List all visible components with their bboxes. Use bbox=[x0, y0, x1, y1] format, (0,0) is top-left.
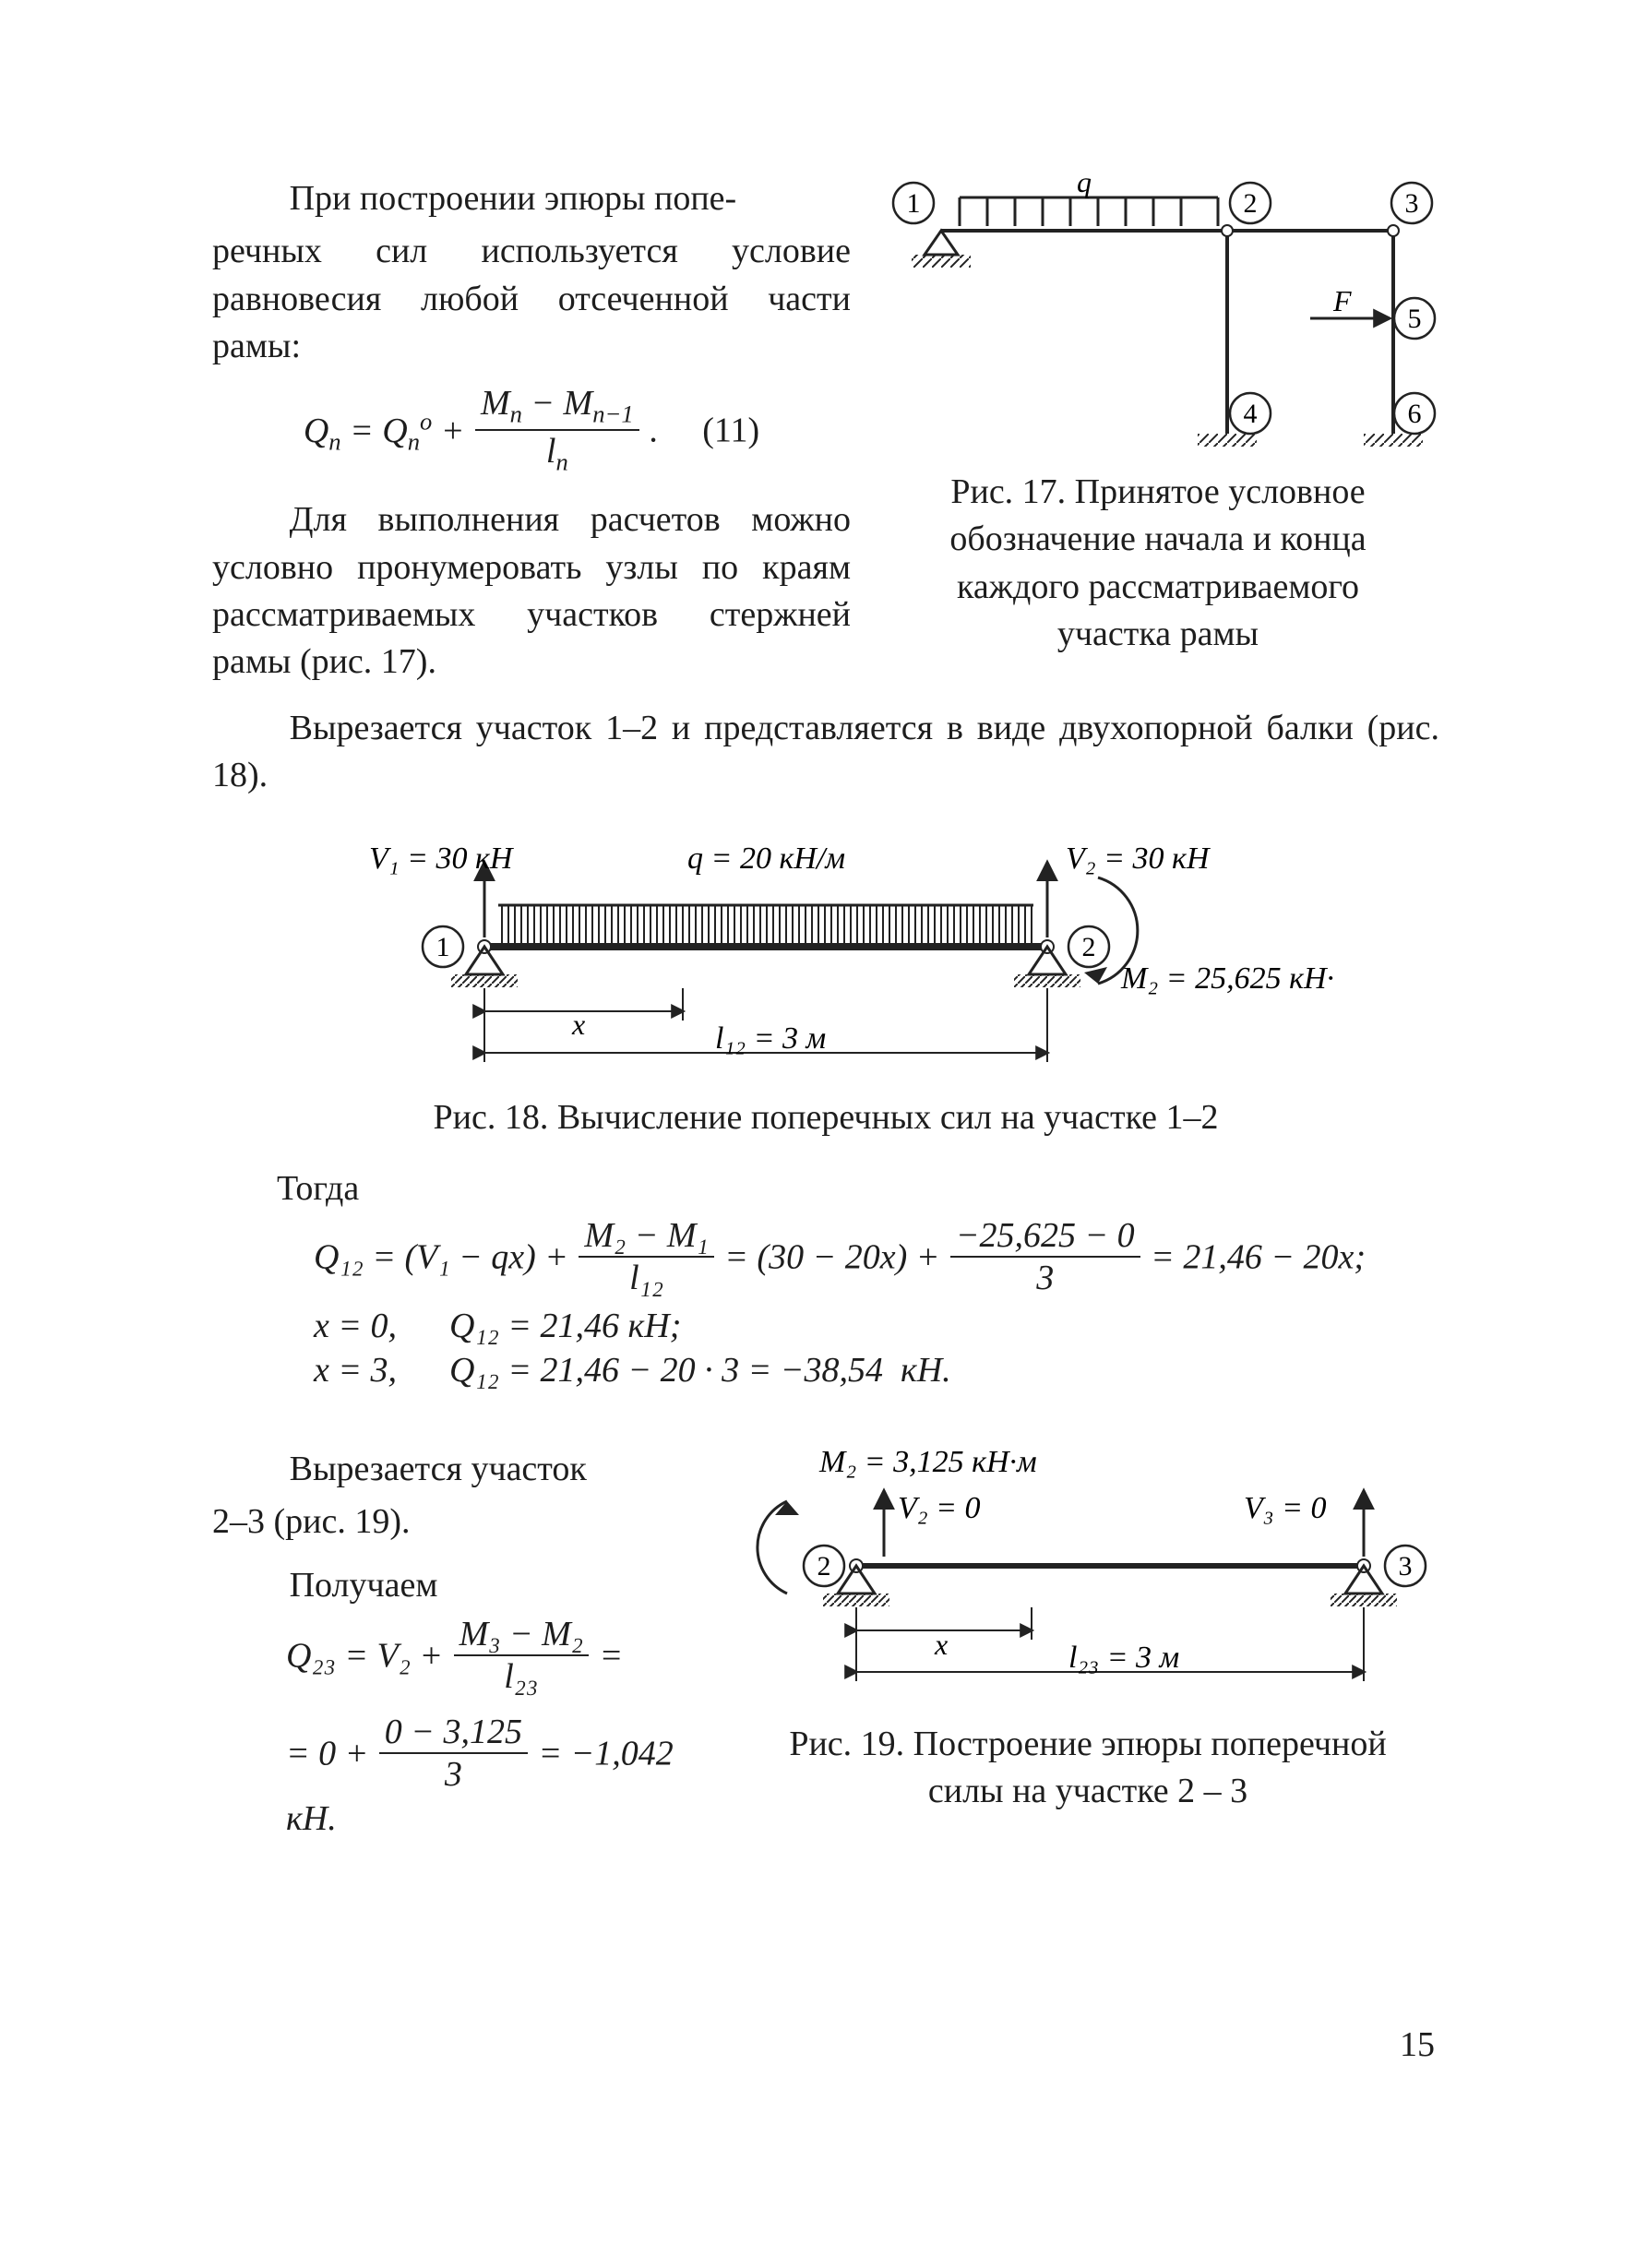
svg-text:l₁₂ = 3 м: l₁₂ = 3 м bbox=[715, 1021, 826, 1056]
svg-text:M₂ = 25,625 кН·м: M₂ = 25,625 кН·м bbox=[1120, 961, 1333, 996]
paragraph-4a: Вырезается участок bbox=[290, 1450, 587, 1488]
svg-text:5: 5 bbox=[1408, 304, 1422, 334]
page-number: 15 bbox=[1400, 2024, 1435, 2065]
svg-text:2: 2 bbox=[1082, 932, 1096, 962]
svg-text:M₂ = 3,125 кН·м: M₂ = 3,125 кН·м bbox=[818, 1446, 1037, 1479]
svg-text:V₂ = 30 кН: V₂ = 30 кН bbox=[1066, 842, 1211, 876]
figure-17-caption: Рис. 17. Принятое условное обозначение н… bbox=[877, 469, 1439, 658]
svg-text:V₁ = 30 кН: V₁ = 30 кН bbox=[369, 842, 515, 876]
paragraph-2: Для выполнения расчетов можно условно пр… bbox=[212, 496, 851, 686]
svg-text:V₃ = 0: V₃ = 0 bbox=[1244, 1491, 1327, 1525]
figure-18: 1 2 V₁ = 30 кН q = 20 кН/м V₂ = 30 кН M₂… bbox=[318, 827, 1333, 1085]
svg-text:l₂₃ = 3 м: l₂₃ = 3 м bbox=[1068, 1641, 1179, 1675]
figure-18-caption: Рис. 18. Вычисление поперечных сил на уч… bbox=[212, 1094, 1439, 1141]
figure-17-structure: q F 1 bbox=[877, 175, 1439, 461]
eq-q23-2: = 0 + 0 − 3,1253 = −1,042 кН. bbox=[286, 1715, 710, 1839]
svg-text:3: 3 bbox=[1399, 1551, 1413, 1582]
svg-text:2: 2 bbox=[1244, 188, 1258, 219]
paragraph-4b: 2–3 (рис. 19). bbox=[212, 1498, 710, 1546]
eq-q12-1: Q₁₂ = (V₁ − qx) + M₂ − M₁l₁₂ = (30 − 20x… bbox=[314, 1219, 1439, 1302]
svg-text:V₂ = 0: V₂ = 0 bbox=[898, 1491, 981, 1525]
eq-q12-2: x = 0, Q₁₂ = 21,46 кН; bbox=[314, 1306, 1439, 1346]
svg-text:x: x bbox=[934, 1628, 948, 1661]
svg-text:1: 1 bbox=[907, 188, 921, 219]
svg-text:3: 3 bbox=[1405, 188, 1419, 219]
equation-11: Qn = Qno + Mn − Mn−1ln . (11) bbox=[212, 387, 851, 480]
svg-text:F: F bbox=[1332, 284, 1352, 317]
svg-text:6: 6 bbox=[1408, 399, 1422, 429]
poluchaem: Получаем bbox=[212, 1562, 710, 1609]
svg-text:1: 1 bbox=[436, 932, 450, 962]
togda: Тогда bbox=[277, 1165, 1439, 1212]
svg-text:2: 2 bbox=[818, 1551, 831, 1582]
svg-text:4: 4 bbox=[1244, 399, 1258, 429]
svg-text:q: q bbox=[1077, 175, 1092, 198]
svg-text:q = 20 кН/м: q = 20 кН/м bbox=[687, 842, 845, 876]
paragraph-1b: речных сил используется условие равновес… bbox=[212, 228, 851, 370]
svg-text:x: x bbox=[571, 1008, 585, 1041]
eq-q23-1: Q₂₃ = V₂ + M₃ − M₂l₂₃ = bbox=[286, 1617, 710, 1701]
eq-q12-3: x = 3, Q₁₂ = 21,46 − 20 · 3 = −38,54 кН. bbox=[314, 1350, 1439, 1391]
figure-19: 2 3 M₂ = 3,125 кН·м V₂ = 0 V₃ = 0 x l₂₃ … bbox=[736, 1446, 1438, 1713]
paragraph-3: Вырезается участок 1–2 и представляется … bbox=[212, 705, 1439, 800]
figure-19-caption: Рис. 19. Построение эпюры поперечной сил… bbox=[736, 1721, 1439, 1816]
paragraph-1a: При построении эпюры попе- bbox=[290, 179, 737, 218]
